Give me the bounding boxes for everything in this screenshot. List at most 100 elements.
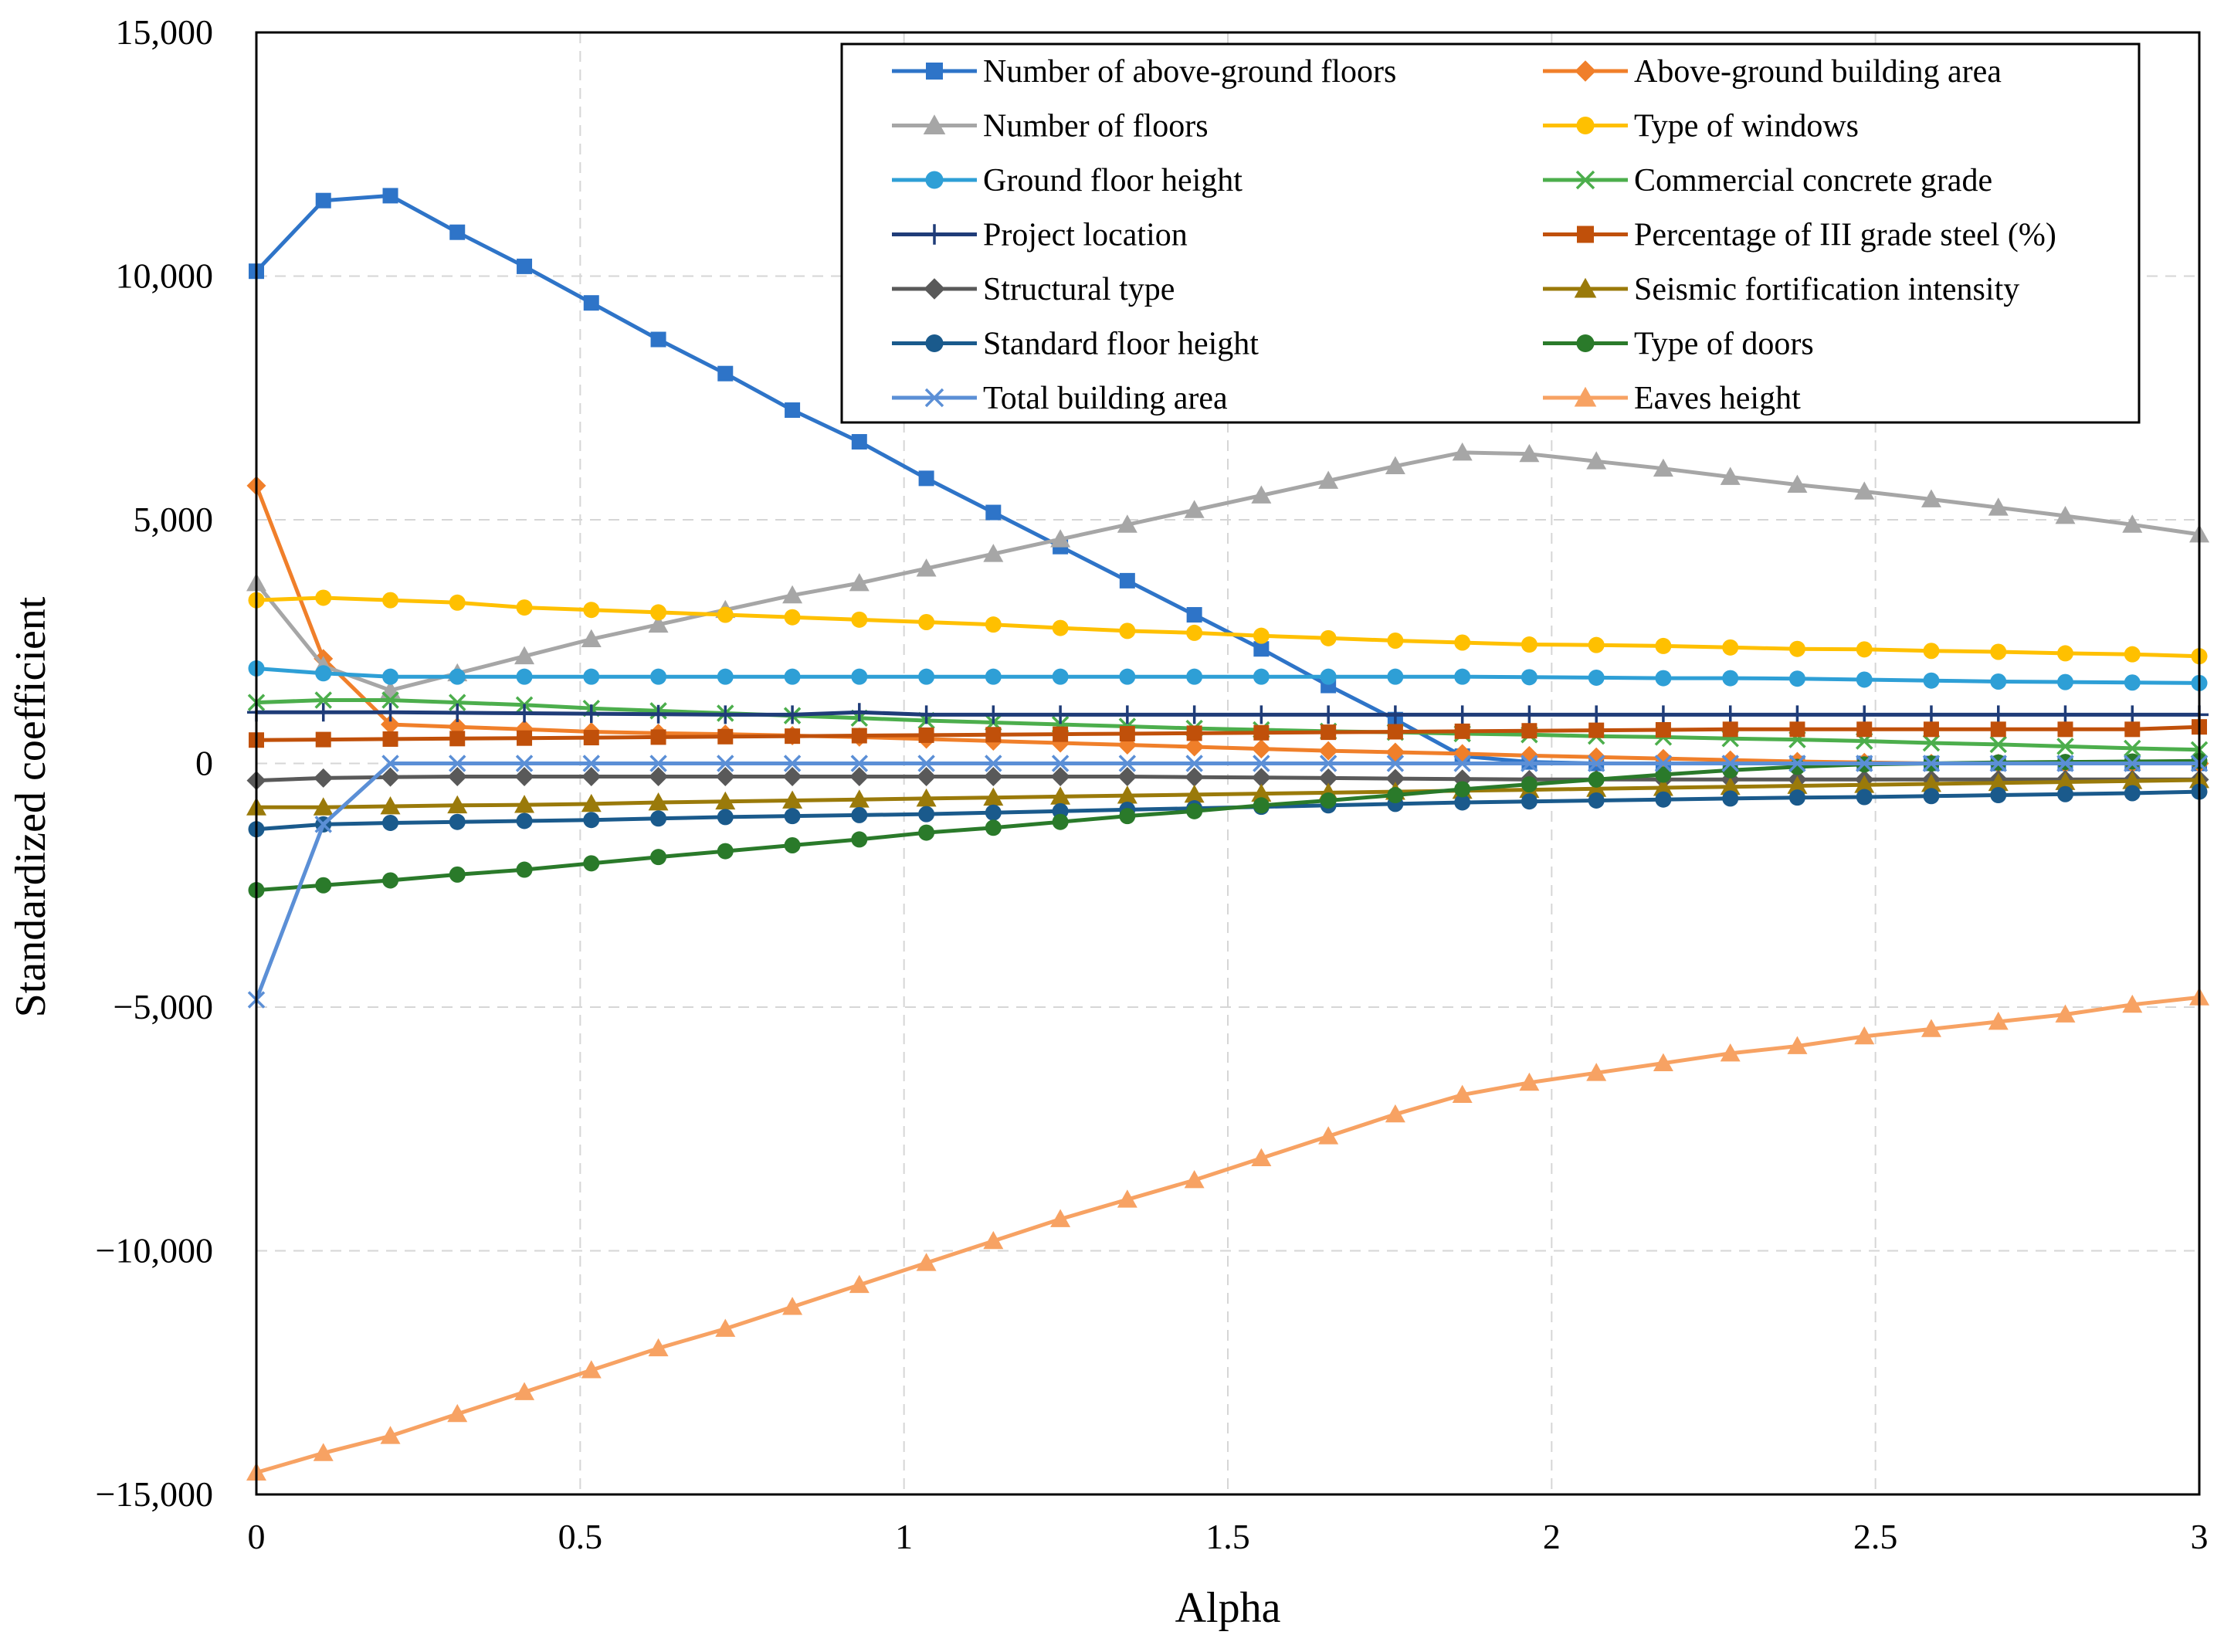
x-tick-label: 0 xyxy=(248,1517,266,1556)
data-point xyxy=(849,573,870,592)
data-point xyxy=(449,731,466,747)
data-point xyxy=(851,434,867,450)
data-point xyxy=(1921,774,1941,792)
data-point xyxy=(1119,808,1136,825)
legend-item: Percentage of III grade steel (%) xyxy=(1543,218,2056,253)
data-point xyxy=(983,1230,1004,1250)
data-point xyxy=(581,629,602,647)
data-point xyxy=(1519,1072,1540,1091)
data-point xyxy=(1318,768,1338,788)
legend-item: Total building area xyxy=(892,381,1228,416)
data-point xyxy=(1521,669,1537,686)
data-point xyxy=(314,703,333,722)
data-point xyxy=(1854,1026,1875,1045)
data-point xyxy=(985,755,1002,772)
data-point xyxy=(1051,705,1070,724)
data-point xyxy=(1788,789,1805,806)
legend-marker xyxy=(1575,60,1596,82)
data-point xyxy=(2056,645,2073,662)
data-point xyxy=(716,705,735,724)
series-group xyxy=(246,442,2209,699)
data-point xyxy=(1319,755,1337,772)
data-point xyxy=(985,804,1002,821)
data-point xyxy=(1320,792,1337,809)
legend-label: Project location xyxy=(983,218,1188,253)
data-point xyxy=(648,792,669,811)
data-point xyxy=(581,767,602,787)
data-point xyxy=(1117,705,1137,724)
data-point xyxy=(1988,772,2009,792)
legend-item: Type of windows xyxy=(1543,109,1859,144)
data-point xyxy=(1320,629,1337,646)
data-point xyxy=(648,614,669,633)
legend-label: Seismic fortification intensity xyxy=(1634,272,2019,307)
series-group xyxy=(247,703,2209,724)
data-point xyxy=(985,668,1002,685)
data-point xyxy=(382,668,399,685)
data-point xyxy=(650,604,667,621)
data-point xyxy=(1387,787,1404,804)
data-point xyxy=(783,705,802,724)
data-point xyxy=(1385,705,1405,724)
data-point xyxy=(1787,1036,1808,1054)
data-point xyxy=(1922,755,1941,772)
data-point xyxy=(784,837,801,854)
data-point xyxy=(849,789,870,808)
data-point xyxy=(1720,466,1741,485)
data-point xyxy=(1050,529,1071,548)
data-point xyxy=(516,861,533,878)
data-point xyxy=(1252,705,1271,724)
data-point xyxy=(1521,755,1538,772)
legend-item: Commercial concrete grade xyxy=(1543,163,1992,198)
data-point xyxy=(1253,627,1270,644)
data-point xyxy=(1320,668,1337,685)
data-point xyxy=(1787,775,1808,794)
data-point xyxy=(1653,778,1673,796)
data-point xyxy=(650,331,666,348)
legend-label: Type of windows xyxy=(1634,109,1859,144)
data-point xyxy=(983,544,1004,562)
data-point xyxy=(1253,724,1270,741)
data-point xyxy=(782,585,803,604)
data-point xyxy=(581,704,601,724)
series-lines xyxy=(246,188,2209,1481)
legend-label: Number of above-ground floors xyxy=(983,54,1396,90)
data-point xyxy=(1117,514,1137,533)
data-point xyxy=(315,192,331,209)
data-point xyxy=(449,755,466,772)
data-point xyxy=(1787,474,1808,493)
data-point xyxy=(983,767,1003,787)
data-point xyxy=(382,592,399,609)
data-point xyxy=(1653,705,1673,724)
data-point xyxy=(1587,755,1605,772)
data-point xyxy=(447,1403,468,1423)
legend-label: Standard floor height xyxy=(983,327,1259,362)
data-point xyxy=(1253,668,1270,685)
data-point xyxy=(1184,500,1205,518)
series-group xyxy=(249,719,2207,748)
data-point xyxy=(1453,705,1472,724)
data-point xyxy=(1789,721,1805,738)
data-point xyxy=(1454,634,1471,651)
data-point xyxy=(849,1274,870,1294)
data-point xyxy=(715,767,735,787)
y-tick-label: −5,000 xyxy=(114,987,213,1026)
legend-item: Ground floor height xyxy=(892,163,1243,198)
data-point xyxy=(313,1443,334,1461)
y-tick-label: 15,000 xyxy=(116,12,214,52)
data-point xyxy=(1990,643,2007,660)
data-point xyxy=(381,714,401,734)
data-point xyxy=(1251,768,1271,788)
data-point xyxy=(1921,705,1941,724)
data-point xyxy=(1788,758,1805,775)
data-point xyxy=(2124,755,2141,772)
data-point xyxy=(1386,755,1405,772)
data-point xyxy=(649,767,669,787)
data-point xyxy=(1387,668,1404,685)
data-point xyxy=(449,866,466,883)
data-point xyxy=(918,668,935,685)
data-point xyxy=(1521,636,1537,653)
series-line xyxy=(255,450,2200,693)
data-point xyxy=(1720,1043,1741,1062)
data-point xyxy=(1989,735,2007,754)
